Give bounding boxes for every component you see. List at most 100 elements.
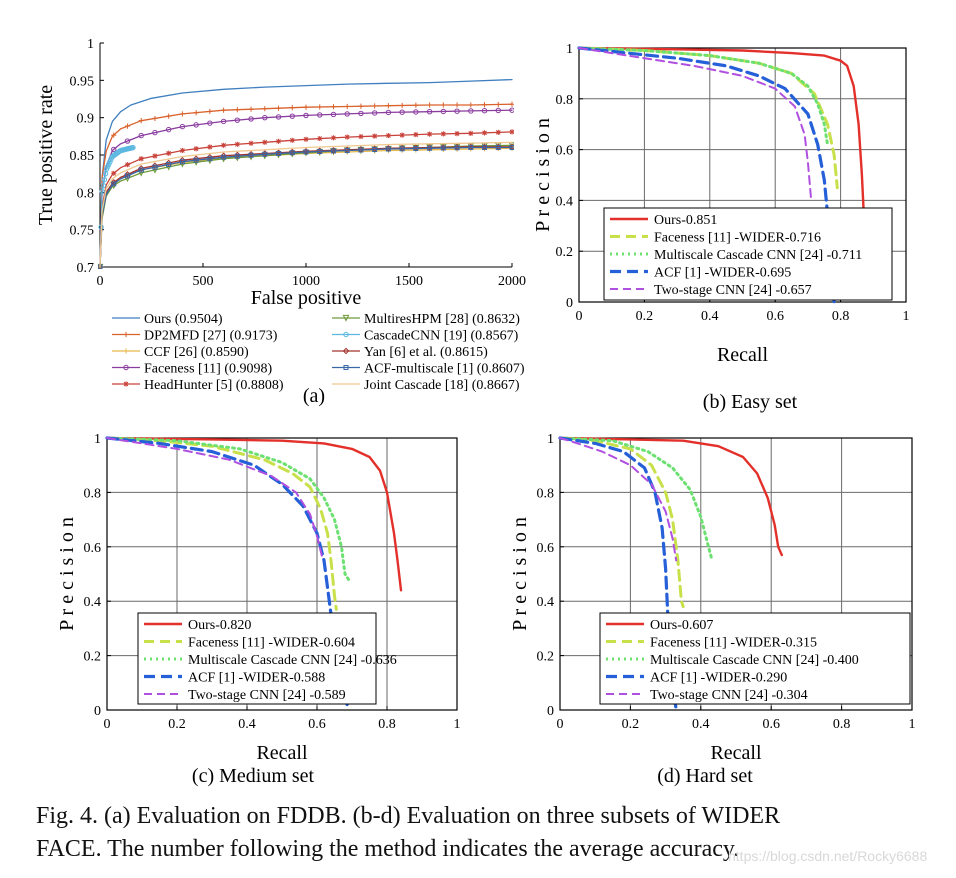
- series-marker: [481, 102, 488, 108]
- legend-box: [137, 612, 377, 705]
- series-marker: [454, 102, 460, 108]
- series-marker: [468, 108, 474, 114]
- series-marker: [385, 132, 391, 139]
- legend: Ours-0.851 Faceness [11] -WIDER-0.716 Mult…: [603, 207, 893, 301]
- series-marker: [152, 115, 158, 122]
- series-marker: [207, 144, 213, 150]
- legend-label: DP2MFD [27] (0.9173): [144, 329, 278, 344]
- series-marker: [166, 113, 172, 119]
- series-marker: [303, 136, 309, 142]
- series-marker: [138, 132, 144, 139]
- series-marker: [248, 106, 254, 112]
- legend-label: ACF [1] -WIDER-0.290: [650, 671, 787, 686]
- x-tick-label: 0.8: [833, 717, 851, 732]
- x-tick-label: 0.6: [762, 717, 780, 732]
- series-marker: [220, 118, 227, 125]
- legend-label: Faceness [11] (0.9098): [144, 362, 273, 377]
- y-tick-label: 0.7: [77, 261, 95, 276]
- legend-box: [603, 207, 893, 301]
- y-tick-label: 0.4: [537, 595, 555, 610]
- panel-label: (c) Medium set: [192, 765, 315, 787]
- series-marker: [317, 112, 323, 118]
- series-line-2: [105, 436, 338, 611]
- series-marker: [495, 107, 501, 114]
- series-marker: [385, 109, 392, 116]
- series-marker: [481, 130, 488, 136]
- series-marker: [454, 130, 460, 137]
- x-tick-label: 1: [903, 309, 910, 324]
- series-marker: [440, 145, 446, 151]
- legend-label: Multiscale Cascade CNN [24] -0.711: [654, 248, 862, 263]
- y-axis-label: P r e c i s i o n: [532, 118, 554, 232]
- series-marker: [179, 111, 185, 117]
- series-marker: [509, 129, 514, 135]
- series-marker: [344, 148, 350, 154]
- legend-label: Two-stage CNN [24] -0.304: [650, 688, 808, 703]
- legend: Ours-0.607 Faceness [11] -WIDER-0.315 Mult…: [599, 612, 911, 705]
- x-tick-label: 0: [97, 274, 104, 289]
- series-marker: [262, 139, 268, 145]
- y-tick-label: 0.2: [556, 245, 574, 260]
- series-marker: [468, 145, 474, 151]
- series-marker: [123, 348, 129, 354]
- series-marker: [166, 150, 172, 156]
- series-line-3: [577, 46, 829, 146]
- legend-label: MultiresHPM [28] (0.8632): [364, 312, 520, 327]
- y-tick-label: 1: [94, 432, 101, 447]
- y-tick-label: 0.95: [70, 74, 95, 89]
- y-tick-label: 0.85: [70, 149, 95, 164]
- x-tick-label: 0.8: [832, 309, 850, 324]
- y-axis-label: P r e c i s i o n: [56, 517, 78, 631]
- caption-line-1: Fig. 4. (a) Evaluation on FDDB. (b-d) Ev…: [36, 803, 781, 829]
- series-marker: [413, 146, 419, 152]
- series-marker: [303, 104, 309, 110]
- series-marker: [317, 135, 323, 142]
- series-line-8: [99, 146, 513, 268]
- series-marker: [166, 161, 172, 167]
- series-marker: [130, 144, 136, 151]
- series-marker: [342, 347, 350, 355]
- series-marker: [509, 101, 514, 107]
- series-marker: [207, 120, 213, 126]
- series-marker: [193, 110, 199, 116]
- series-marker: [399, 109, 405, 115]
- x-tick-label: 0.2: [636, 309, 654, 324]
- series-marker: [358, 103, 364, 109]
- legend-label: Multiscale Cascade CNN [24] -0.636: [188, 653, 397, 668]
- series-marker: [289, 105, 295, 111]
- series-marker: [124, 173, 130, 179]
- legend-label: Faceness [11] -WIDER-0.716: [654, 231, 821, 246]
- series-marker: [100, 182, 106, 189]
- series-marker: [317, 149, 323, 155]
- x-tick-label: 2000: [498, 274, 526, 289]
- series-marker: [358, 110, 364, 117]
- series-marker: [330, 135, 337, 141]
- series-marker: [99, 188, 105, 195]
- chart-panel-c: 0 0.2 0.4 0.6 0.8 1 0 0.2 0.4 0.6 0.8 1 Recall P r e …: [56, 432, 461, 787]
- y-tick-label: 0.75: [70, 224, 95, 239]
- series-marker: [138, 167, 144, 173]
- series-line-6: [99, 144, 513, 268]
- x-axis-label: Recall: [256, 742, 308, 764]
- chart-panel-a: 0 500 1000 1500 2000 0.7 0.75 0.8 0.85 0.9 0.95 1 Fa…: [35, 37, 526, 407]
- legend-label: Ours (0.9504): [144, 312, 223, 327]
- x-tick-label: 1500: [395, 274, 423, 289]
- series-marker: [234, 117, 241, 123]
- series-marker: [495, 129, 501, 135]
- series-marker: [123, 381, 129, 387]
- y-tick-label: 0.9: [77, 112, 95, 127]
- series-marker: [262, 151, 268, 157]
- legend-label: Faceness [11] -WIDER-0.604: [188, 636, 355, 651]
- plot-frame: [578, 47, 907, 303]
- y-axis-label: True positive rate: [35, 85, 57, 225]
- series-marker: [275, 105, 282, 111]
- legend-label: ACF [1] -WIDER-0.588: [188, 671, 325, 686]
- y-tick-label: 0.8: [556, 93, 574, 108]
- series-marker: [427, 102, 433, 108]
- series-line-2: [99, 103, 513, 268]
- legend-label: ACF-multiscale [1] (0.8607): [364, 362, 525, 377]
- series-marker: [468, 130, 474, 136]
- legend-label: Two-stage CNN [24] -0.657: [654, 283, 812, 298]
- y-axis-label: P r e c i s i o n: [509, 517, 531, 631]
